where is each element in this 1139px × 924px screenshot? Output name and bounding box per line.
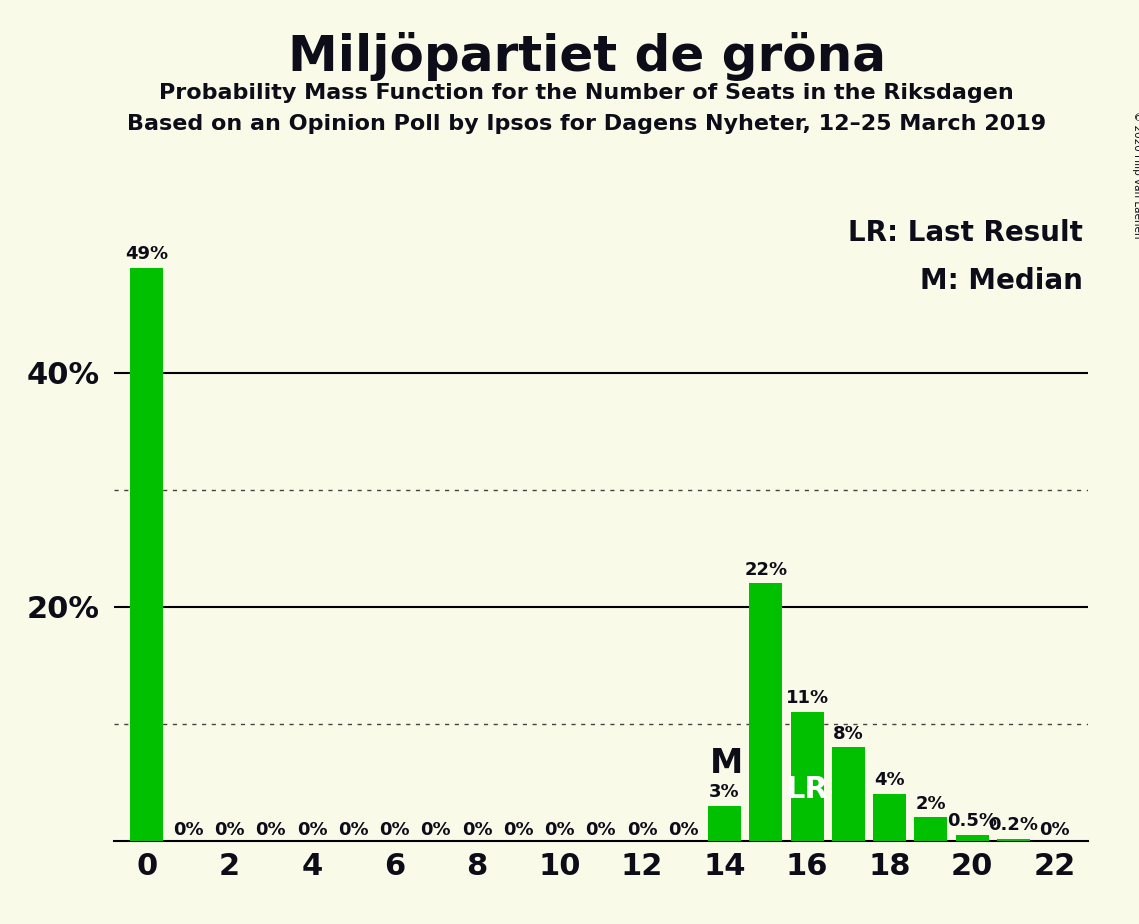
Bar xyxy=(790,712,823,841)
Text: 0%: 0% xyxy=(626,821,657,838)
Text: 0%: 0% xyxy=(173,821,204,838)
Text: 0.2%: 0.2% xyxy=(989,816,1039,833)
Text: 2%: 2% xyxy=(916,795,947,813)
Text: 49%: 49% xyxy=(125,245,169,263)
Text: 0%: 0% xyxy=(669,821,698,838)
Bar xyxy=(874,794,907,841)
Text: 4%: 4% xyxy=(875,772,906,789)
Text: 0%: 0% xyxy=(544,821,575,838)
Text: 11%: 11% xyxy=(786,689,829,708)
Text: 0%: 0% xyxy=(1040,821,1070,838)
Text: LR: Last Result: LR: Last Result xyxy=(849,219,1083,248)
Text: 0%: 0% xyxy=(379,821,410,838)
Text: 0%: 0% xyxy=(420,821,451,838)
Bar xyxy=(708,806,741,841)
Text: M: M xyxy=(710,748,743,780)
Bar xyxy=(997,838,1030,841)
Text: LR: LR xyxy=(786,775,828,804)
Text: 0%: 0% xyxy=(585,821,616,838)
Text: 0%: 0% xyxy=(461,821,492,838)
Bar xyxy=(749,583,782,841)
Bar xyxy=(130,268,163,841)
Text: 0.5%: 0.5% xyxy=(948,812,998,831)
Text: Probability Mass Function for the Number of Seats in the Riksdagen: Probability Mass Function for the Number… xyxy=(159,83,1014,103)
Text: 8%: 8% xyxy=(833,724,863,743)
Text: © 2020 Filip van Laenen: © 2020 Filip van Laenen xyxy=(1132,111,1139,238)
Text: 0%: 0% xyxy=(214,821,245,838)
Bar xyxy=(956,835,989,841)
Text: Based on an Opinion Poll by Ipsos for Dagens Nyheter, 12–25 March 2019: Based on an Opinion Poll by Ipsos for Da… xyxy=(128,114,1046,134)
Text: 0%: 0% xyxy=(503,821,533,838)
Text: 0%: 0% xyxy=(338,821,369,838)
Text: 3%: 3% xyxy=(710,783,740,801)
Bar xyxy=(915,818,948,841)
Text: 0%: 0% xyxy=(296,821,327,838)
Text: M: Median: M: Median xyxy=(920,267,1083,295)
Text: 0%: 0% xyxy=(255,821,286,838)
Bar xyxy=(831,748,865,841)
Text: 22%: 22% xyxy=(744,561,787,578)
Text: Miljöpartiet de gröna: Miljöpartiet de gröna xyxy=(287,32,886,81)
